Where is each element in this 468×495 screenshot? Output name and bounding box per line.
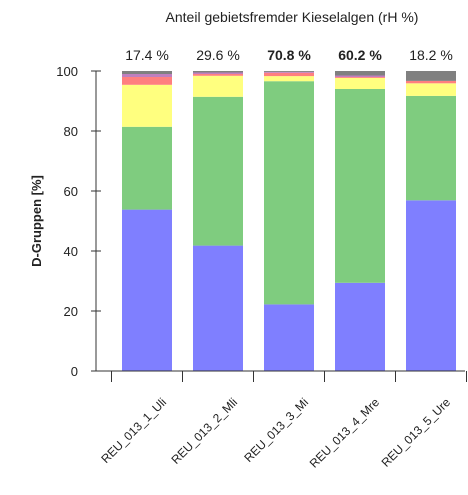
bar-segment-2-3 xyxy=(193,75,243,97)
top-percent-label: 70.8 % xyxy=(267,47,311,63)
y-tick-label: 80 xyxy=(64,124,78,139)
bar-segment-5-2 xyxy=(406,95,456,201)
bar-segment-1-1 xyxy=(122,209,172,371)
bar-segment-4-3 xyxy=(335,77,385,89)
y-tick-label: 0 xyxy=(71,364,78,379)
axes: 0 20 40 60 80 100 xyxy=(56,64,467,382)
bar-segment-5-3 xyxy=(406,83,456,96)
bar-segment-3-3 xyxy=(264,76,314,82)
x-tick-label: REU_013_4_Mre xyxy=(307,395,383,471)
x-tick-label: REU_013_3_Mi xyxy=(241,395,311,465)
bar-segment-3-2 xyxy=(264,81,314,305)
x-tick-label: REU_013_2_Mli xyxy=(168,395,240,467)
y-tick-label: 60 xyxy=(64,184,78,199)
top-percent-label: 60.2 % xyxy=(338,47,382,63)
bar-segment-2-1 xyxy=(193,245,243,371)
y-tick-label: 100 xyxy=(56,64,78,79)
y-axis-label: D-Gruppen [%] xyxy=(29,175,44,267)
bar-segment-2-4 xyxy=(193,74,243,76)
bars xyxy=(122,71,456,371)
x-tick-label: REU_013_1_Uli xyxy=(98,395,169,466)
bar-segment-4-1 xyxy=(335,282,385,371)
bar-segment-1-2 xyxy=(122,126,172,210)
top-percent-label: 17.4 % xyxy=(125,47,169,63)
bar-segment-1-3 xyxy=(122,84,172,127)
bar-segment-1-6 xyxy=(122,71,172,74)
bar-segment-3-6 xyxy=(264,71,314,72)
y-tick-label: 40 xyxy=(64,244,78,259)
bar-segment-5-4 xyxy=(406,80,456,84)
bar-segment-2-5 xyxy=(193,72,243,74)
bar-segment-4-6 xyxy=(335,71,385,76)
top-percent-label: 18.2 % xyxy=(409,47,453,63)
x-tick-label: REU_013_5_Ure xyxy=(379,395,454,470)
chart-title: Anteil gebietsfremder Kieselalgen (rH %) xyxy=(166,9,419,25)
top-percent-label: 29.6 % xyxy=(196,47,240,63)
bar-segment-3-5 xyxy=(264,71,314,73)
bar-segment-5-1 xyxy=(406,200,456,371)
bar-segment-5-6 xyxy=(406,71,456,81)
bar-segment-3-4 xyxy=(264,72,314,77)
bar-segment-2-2 xyxy=(193,96,243,246)
bar-segment-4-5 xyxy=(335,75,385,77)
bar-segment-4-4 xyxy=(335,77,385,78)
y-tick-label: 20 xyxy=(64,304,78,319)
bar-segment-3-1 xyxy=(264,304,314,371)
bar-segment-2-6 xyxy=(193,71,243,73)
bar-segment-1-4 xyxy=(122,77,172,85)
bar-segment-1-5 xyxy=(122,74,172,77)
bar-segment-4-2 xyxy=(335,89,385,283)
